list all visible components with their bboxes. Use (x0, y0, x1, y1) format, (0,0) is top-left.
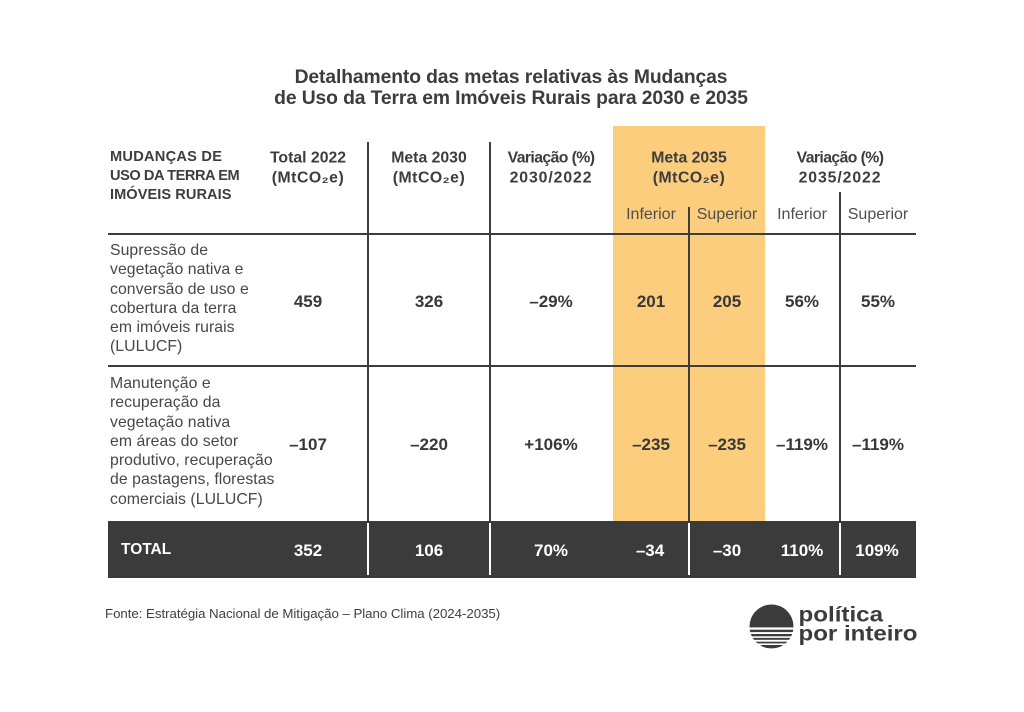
svg-text:por inteiro: por inteiro (799, 621, 918, 645)
svg-text:política: política (799, 603, 885, 627)
